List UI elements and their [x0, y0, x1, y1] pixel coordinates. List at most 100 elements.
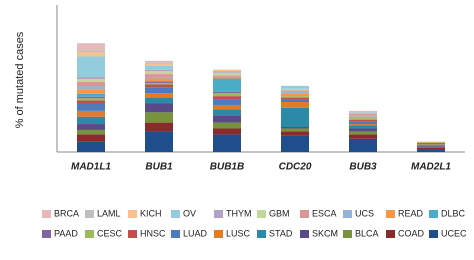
legend-swatch	[257, 230, 266, 238]
bar-segment	[349, 128, 377, 132]
x-tick-label: CDC20	[279, 162, 312, 173]
y-axis-title: % of mutated cases	[14, 31, 26, 128]
bar-segment	[281, 107, 309, 128]
bar-segment	[145, 103, 173, 113]
bar-segment	[213, 77, 241, 79]
bar-segment	[213, 104, 241, 110]
bar-segment	[145, 77, 173, 79]
bar-segment	[281, 88, 309, 91]
x-tick-label: MAD2L1	[411, 162, 451, 173]
bar-segment	[145, 122, 173, 132]
legend-label: GBM	[269, 208, 290, 218]
legend-swatch	[128, 210, 137, 218]
bar-segment	[213, 128, 241, 135]
bar-segment	[213, 115, 241, 123]
bar-segment	[281, 99, 309, 103]
legend-label: THYM	[226, 208, 252, 218]
bar-segment	[281, 90, 309, 92]
legend-swatch	[42, 210, 51, 218]
bar-segment	[77, 134, 105, 142]
bar-segment	[145, 97, 173, 104]
bar-segment	[77, 110, 105, 117]
bar-segment	[145, 74, 173, 78]
legend-swatch	[257, 210, 266, 218]
bar-segment	[281, 97, 309, 100]
legend-label: READ	[398, 208, 424, 218]
legend-swatch	[386, 230, 395, 238]
legend-swatch	[429, 230, 438, 238]
bar-segment	[417, 141, 445, 143]
legend-label: CESC	[97, 228, 123, 238]
bar-segment	[281, 96, 309, 98]
bar-segment	[145, 60, 173, 63]
legend-swatch	[300, 230, 309, 238]
bar-segment	[77, 56, 105, 78]
bar-segment	[77, 96, 105, 99]
bar-segment	[77, 89, 105, 94]
bar-segment	[417, 145, 445, 147]
bar-segment	[349, 110, 377, 113]
legend-label: UCEC	[441, 228, 467, 238]
x-tick-label: BUB1	[145, 162, 173, 173]
legend-swatch	[42, 230, 51, 238]
bar-segment	[145, 62, 173, 64]
bar-segment	[77, 141, 105, 152]
bar-segment	[213, 109, 241, 116]
bar-segment	[349, 125, 377, 129]
bar-segment	[77, 50, 105, 53]
bar-segment	[213, 75, 241, 78]
bar-segment	[77, 79, 105, 83]
legend-swatch	[85, 210, 94, 218]
bar-segment	[349, 113, 377, 116]
bar-segment	[77, 43, 105, 51]
bar-segment	[145, 93, 173, 98]
legend-label: HNSC	[140, 228, 166, 238]
bar-segment	[145, 84, 173, 88]
bar-segment	[145, 131, 173, 152]
bar-segment	[145, 65, 173, 70]
bar-segment	[213, 71, 241, 73]
bar-segment	[213, 72, 241, 76]
legend-label: LAML	[97, 208, 121, 218]
bar-segment	[349, 124, 377, 126]
bar-segment	[77, 52, 105, 57]
legend-label: STAD	[269, 228, 293, 238]
bar-segment	[145, 69, 173, 72]
bar-segment	[213, 78, 241, 92]
x-tick-label: BUB1B	[210, 162, 244, 173]
bar-segment	[145, 63, 173, 66]
bar-segment	[213, 99, 241, 105]
bar-segment	[349, 119, 377, 122]
legend-label: SKCM	[312, 228, 338, 238]
bar-segment	[213, 69, 241, 72]
legend-swatch	[343, 230, 352, 238]
legend-label: DLBC	[441, 208, 466, 218]
legend-swatch	[386, 210, 395, 218]
legend-swatch	[171, 230, 180, 238]
bar-segment	[213, 93, 241, 97]
bar-segment	[213, 91, 241, 94]
bar-segment	[77, 116, 105, 125]
bar-segment	[77, 100, 105, 104]
bar-segment	[77, 129, 105, 135]
bar-segment	[349, 131, 377, 135]
bar-segment	[281, 91, 309, 94]
bar-segment	[213, 96, 241, 100]
legend-label: KICH	[140, 208, 162, 218]
bar-segment	[281, 135, 309, 152]
bar-segment	[77, 93, 105, 97]
bar-segment	[145, 87, 173, 94]
bar-segment	[145, 71, 173, 75]
bar-segment	[145, 112, 173, 123]
bar-segment	[281, 85, 309, 89]
bar-segment	[349, 116, 377, 119]
legend-label: COAD	[398, 228, 425, 238]
bar-segment	[417, 146, 445, 148]
bar-segment	[349, 121, 377, 125]
bar-segment	[417, 149, 445, 152]
bar-segment	[213, 122, 241, 129]
bar-segment	[349, 118, 377, 120]
bar-segment	[349, 115, 377, 117]
x-tick-label: MAD1L1	[71, 162, 111, 173]
